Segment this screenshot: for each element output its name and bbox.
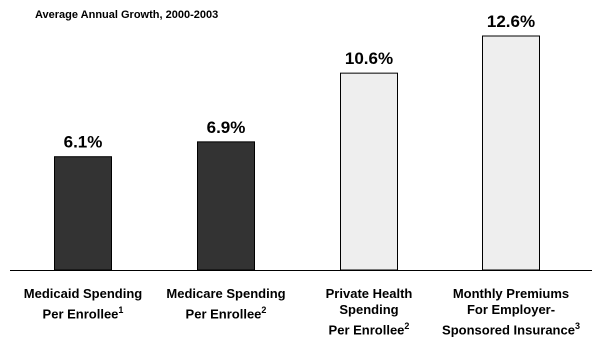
value-label-4: 12.6%: [487, 12, 535, 31]
category-label-2: Medicare Spending Per Enrollee2: [151, 286, 301, 322]
footnote-marker: 1: [118, 305, 124, 315]
category-label-line: Per Enrollee2: [328, 321, 410, 338]
category-label-line: Per Enrollee2: [185, 305, 267, 322]
bar-4: [482, 35, 540, 271]
footnote-marker: 2: [404, 321, 410, 331]
category-label-line: Medicaid Spending: [23, 286, 143, 301]
bar-3: [340, 72, 398, 271]
bar-1: [54, 156, 112, 271]
chart-subtitle: Average Annual Growth, 2000-2003: [35, 9, 219, 21]
category-label-line: Monthly Premiums: [452, 286, 570, 301]
value-label-2: 6.9%: [207, 118, 246, 137]
category-label-line: Medicare Spending: [166, 286, 286, 301]
category-label-line: Private Health: [325, 286, 413, 301]
bar-2: [197, 141, 255, 271]
category-label-line: Spending: [339, 302, 399, 317]
category-label-line: For Employer-: [466, 302, 556, 317]
category-label-line: Sponsored Insurance3: [442, 321, 580, 338]
category-label-1: Medicaid Spending Per Enrollee1: [8, 286, 158, 322]
footnote-marker: 3: [574, 321, 580, 331]
value-label-1: 6.1%: [64, 133, 103, 152]
category-label-line: Per Enrollee1: [42, 305, 124, 322]
category-label-3: Private Health Spending Per Enrollee2: [294, 286, 444, 338]
footnote-marker: 2: [261, 305, 267, 315]
value-label-3: 10.6%: [345, 49, 393, 68]
category-label-4: Monthly Premiums For Employer- Sponsored I…: [436, 286, 586, 338]
